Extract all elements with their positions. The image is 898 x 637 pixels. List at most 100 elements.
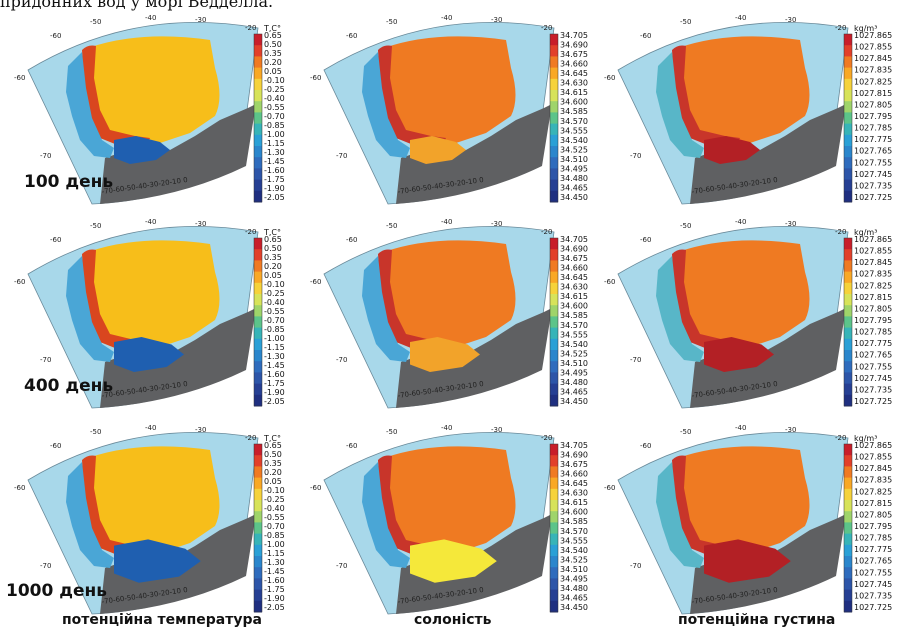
colorbar-tick: 1027.755 bbox=[854, 362, 892, 371]
colorbar-tick: 34.510 bbox=[560, 359, 588, 368]
colorbar-segment bbox=[844, 168, 852, 181]
colorbar-segment bbox=[550, 34, 558, 46]
map-panel-temperature-row1: -60 -50 -40 -30 -20 -60 -70 -70-60-50-40-30-20-… bbox=[10, 8, 310, 213]
colorbar-segment bbox=[844, 455, 852, 467]
colorbar-segment bbox=[550, 271, 558, 284]
colorbar-segment bbox=[844, 190, 852, 203]
colorbar-segment bbox=[254, 361, 262, 373]
colorbar-segment bbox=[844, 466, 852, 479]
lat-label: -70 bbox=[40, 562, 51, 570]
colorbar-tick: 34.540 bbox=[560, 340, 588, 349]
map-panel-temperature-row3: -60 -50 -40 -30 -20 -60 -70 -70-60-50-40-30-20-… bbox=[10, 418, 310, 623]
colorbar-segment bbox=[844, 372, 852, 385]
colorbar-segment bbox=[550, 556, 558, 568]
colorbar-tick: 34.705 bbox=[560, 235, 588, 244]
colorbar-tick: 1027.865 bbox=[854, 235, 892, 244]
colorbar-segment bbox=[550, 249, 558, 261]
colorbar-segment bbox=[844, 305, 852, 317]
colorbar-segment bbox=[254, 316, 262, 329]
colorbar-unit: T,C° bbox=[263, 228, 281, 237]
colorbar-tick: 0.65 bbox=[264, 31, 282, 40]
colorbar-tick: 34.495 bbox=[560, 368, 588, 377]
colorbar-segment bbox=[550, 123, 558, 136]
colorbar-tick: -1.15 bbox=[264, 343, 285, 352]
colorbar-segment bbox=[550, 533, 558, 546]
colorbar-segment bbox=[254, 500, 262, 512]
colorbar: 34.70534.69034.67534.66034.64534.63034.6… bbox=[549, 235, 588, 407]
lat-label: -60 bbox=[14, 484, 25, 492]
map-panel-density-row3: -60 -50 -40 -30 -20 -60 -70 -70-60-50-40-30-20-… bbox=[600, 418, 898, 623]
colorbar-tick: 34.585 bbox=[560, 107, 588, 116]
lon-label: -50 bbox=[90, 18, 101, 26]
map-svg: -60-50 -40 -30-20-60-70-70-60-50-40-30-20-… bbox=[310, 14, 588, 205]
map-svg: -60-50 -40 -30-20-60-70-70-60-50-40-30-20-… bbox=[310, 218, 588, 409]
shelf-water-zone bbox=[66, 256, 114, 362]
colorbar-segment bbox=[844, 600, 852, 613]
colorbar-segment bbox=[550, 45, 558, 57]
colorbar-tick: -1.45 bbox=[264, 361, 285, 370]
coastal-current bbox=[82, 249, 150, 350]
colorbar-segment bbox=[550, 294, 558, 306]
colorbar-tick: 34.600 bbox=[560, 302, 588, 311]
colorbar-tick: 34.540 bbox=[560, 136, 588, 145]
colorbar-tick: 34.645 bbox=[560, 273, 588, 282]
coastal-current bbox=[378, 249, 446, 350]
colorbar-segment bbox=[550, 260, 558, 273]
colorbar-tick: 34.630 bbox=[560, 489, 588, 498]
colorbar-tick: 34.705 bbox=[560, 441, 588, 450]
lat-label: -60 bbox=[310, 74, 321, 82]
lon-label: -40 bbox=[145, 424, 156, 432]
colorbar-tick: 34.495 bbox=[560, 164, 588, 173]
lon-label: -20 bbox=[245, 434, 256, 442]
colorbar-tick: 34.615 bbox=[560, 498, 588, 507]
colorbar-segment bbox=[844, 56, 852, 69]
colorbar-tick: 1027.755 bbox=[854, 568, 892, 577]
colorbar-tick: -0.55 bbox=[264, 513, 285, 522]
land-mass bbox=[100, 104, 256, 204]
colorbar-tick: 1027.845 bbox=[854, 258, 892, 267]
lon-label: -20 bbox=[835, 434, 846, 442]
colorbar-segment bbox=[254, 522, 262, 535]
colorbar-segment bbox=[550, 134, 558, 147]
colorbar-segment bbox=[844, 294, 852, 306]
colorbar-tick: 1027.855 bbox=[854, 453, 892, 462]
map-panel-density-row1: -60 -50 -40 -30 -20 -60 -70 -70-60-50-40-30-20-… bbox=[600, 8, 898, 213]
land-mass bbox=[396, 104, 552, 204]
colorbar: 1027.865 1027.855 1027.845 1027.835 1027.825… bbox=[843, 434, 892, 613]
map-svg: -60-50 -40 -30-20-60-70-70-60-50-40-30-20-… bbox=[14, 424, 285, 615]
colorbar-tick: 1027.735 bbox=[854, 385, 892, 394]
colorbar-segment bbox=[254, 305, 262, 317]
colorbar-segment bbox=[844, 34, 852, 46]
coastal-current bbox=[82, 455, 150, 556]
shelf-plume bbox=[113, 539, 201, 583]
colorbar-tick: 34.675 bbox=[560, 460, 588, 469]
colorbar-segment bbox=[550, 600, 558, 613]
map-svg: -60-50 -40 -30-20-60-70-70-60-50-40-30-20-… bbox=[310, 424, 588, 615]
interior-field bbox=[384, 36, 516, 143]
colorbar-tick: 34.510 bbox=[560, 565, 588, 574]
colorbar-segment bbox=[844, 533, 852, 546]
colorbar-tick: -0.85 bbox=[264, 325, 285, 334]
colorbar-tick: 34.615 bbox=[560, 88, 588, 97]
lon-label: -30 bbox=[195, 426, 206, 434]
colorbar-segment bbox=[550, 168, 558, 181]
lon-label: -60 bbox=[50, 442, 61, 450]
colorbar-tick: 34.705 bbox=[560, 31, 588, 40]
lat-label: -70 bbox=[630, 562, 641, 570]
lon-label: -30 bbox=[785, 220, 796, 228]
colorbar-segment bbox=[844, 101, 852, 113]
shelf-water-zone bbox=[66, 52, 114, 158]
colorbar: 34.70534.69034.67534.66034.64534.63034.6… bbox=[549, 31, 588, 203]
lat-label: -70 bbox=[336, 562, 347, 570]
colorbar-tick: 1027.865 bbox=[854, 441, 892, 450]
colorbar-tick: -0.70 bbox=[264, 112, 285, 121]
day-label-1000: 1000 день bbox=[6, 581, 107, 601]
colorbar-tick: 1027.785 bbox=[854, 534, 892, 543]
shelf-plume bbox=[704, 539, 791, 583]
colorbar-tick: 34.465 bbox=[560, 593, 588, 602]
colorbar-unit: kg/m³ bbox=[854, 228, 877, 237]
colorbar-tick: -0.40 bbox=[264, 94, 285, 103]
colorbar-segment bbox=[550, 511, 558, 523]
map-panel-density-row2: -60 -50 -40 -30 -20 -60 -70 -70-60-50-40-30-20-… bbox=[600, 212, 898, 417]
lon-label: -60 bbox=[640, 442, 651, 450]
